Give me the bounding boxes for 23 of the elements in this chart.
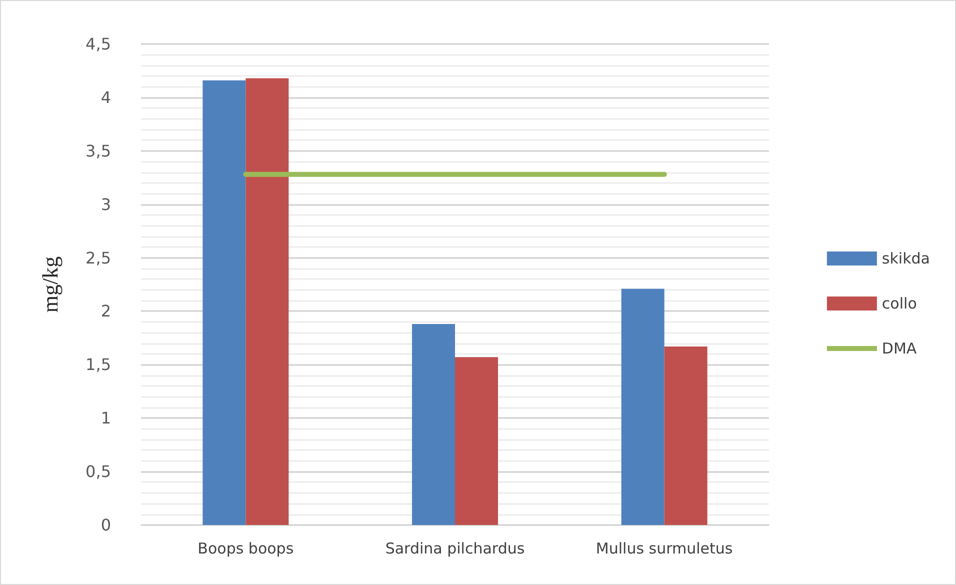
y-tick-label: 3	[100, 194, 111, 214]
x-tick-label: Boops boops	[198, 540, 294, 558]
y-tick-label: 2	[100, 302, 111, 321]
y-tick-label: 3,5	[86, 141, 111, 160]
y-tick-label: 4,5	[86, 34, 111, 54]
x-tick-label: Mullus surmuletus	[596, 540, 733, 558]
x-tick-label: Sardina pilchardus	[385, 540, 525, 558]
bar	[455, 357, 498, 525]
y-tick-label: 1,5	[86, 355, 111, 374]
y-tick-label: 0,5	[86, 462, 111, 482]
bar	[202, 80, 246, 525]
y-tick-label: 4	[100, 88, 111, 107]
y-tick-label: 2,5	[86, 248, 111, 268]
bar	[664, 346, 708, 525]
bar	[621, 288, 664, 525]
legend-label: DMA	[882, 340, 918, 358]
y-axis-title: mg/kg	[38, 256, 62, 313]
legend-label: collo	[882, 294, 917, 312]
y-tick-label: 1	[100, 408, 111, 428]
bar	[246, 78, 289, 525]
legend-label: skikda	[882, 250, 930, 268]
y-tick-label: 0	[100, 516, 111, 534]
bar	[412, 324, 455, 525]
